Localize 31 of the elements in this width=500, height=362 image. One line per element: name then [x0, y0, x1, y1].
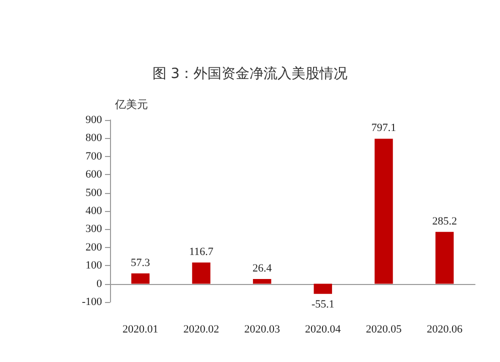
- bar: [374, 138, 393, 284]
- bar: [314, 284, 332, 294]
- x-tick-label: 2020.02: [183, 324, 220, 336]
- data-label: -55.1: [311, 298, 334, 310]
- bar: [131, 273, 150, 284]
- x-tick-label: 2020.05: [366, 324, 402, 336]
- x-tick-label: 2020.04: [305, 324, 342, 336]
- bar: [192, 262, 210, 284]
- y-tick-label: 900: [86, 114, 102, 126]
- y-tick-label: 300: [86, 223, 102, 236]
- data-label: 26.4: [252, 262, 272, 274]
- y-tick-label: 200: [86, 241, 102, 254]
- y-tick-label: 100: [86, 260, 102, 272]
- data-label: 57.3: [130, 256, 151, 269]
- y-tick-label: 700: [86, 150, 102, 162]
- x-tick-label: 2020.06: [426, 324, 463, 336]
- y-tick-label: 600: [86, 168, 102, 181]
- bar: [252, 278, 272, 284]
- chart-title: 图 3：外国资金净流入美股情况: [152, 66, 348, 82]
- y-tick-label: 400: [86, 205, 102, 217]
- data-label: 797.1: [371, 122, 396, 134]
- y-axis-title: 亿美元: [114, 98, 148, 111]
- y-tick-label: 800: [86, 132, 102, 144]
- y-tick-label: 0: [96, 278, 102, 290]
- x-tick-label: 2020.03: [244, 324, 280, 336]
- bar: [435, 232, 454, 284]
- y-tick-label: -100: [82, 296, 102, 308]
- data-label: 116.7: [189, 246, 214, 258]
- y-tick-label: 500: [86, 186, 102, 199]
- x-tick-label: 2020.01: [122, 324, 158, 336]
- data-label: 285.2: [432, 215, 457, 228]
